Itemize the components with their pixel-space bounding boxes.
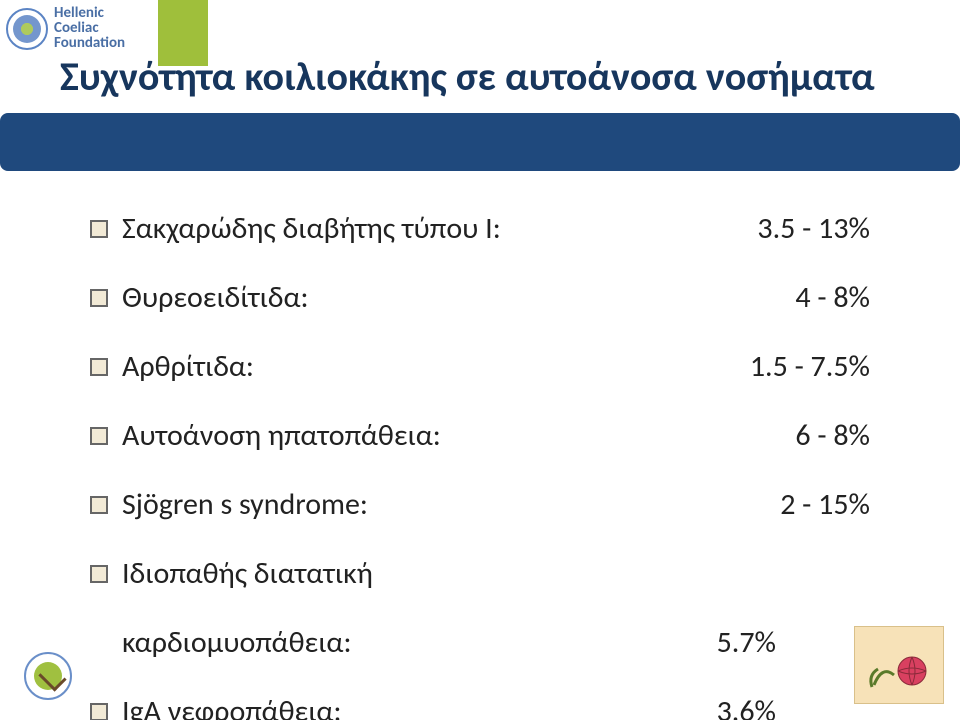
header-logo: Hellenic Coeliac Foundation [6, 6, 125, 51]
list-item-label: Αυτοάνοση ηπατοπάθεια: [122, 417, 700, 454]
list-item-label: Σακχαρώδης διαβήτης τύπου Ι: [122, 210, 700, 247]
list-item: Αυτοάνοση ηπατοπάθεια:6 - 8% [90, 417, 870, 454]
list-item-label: Αρθρίτιδα: [122, 348, 700, 385]
list-item-label: Θυρεοειδίτιδα: [122, 279, 700, 316]
list-item-label: Ιδιοπαθής διατατική [122, 555, 700, 592]
list-item: IgA νεφροπάθεια:3.6% [90, 693, 870, 720]
bullet-square-icon [90, 220, 108, 238]
list-item: Σακχαρώδης διαβήτης τύπου Ι:3.5 - 13% [90, 210, 870, 247]
list-item: καρδιομυοπάθεια:5.7% [90, 624, 870, 661]
logo-emblem [6, 8, 48, 50]
logo-emblem-inner [13, 15, 41, 43]
list-item-label: IgA νεφροπάθεια: [122, 693, 717, 720]
list-item: Θυρεοειδίτιδα:4 - 8% [90, 279, 870, 316]
bullet-square-icon [90, 358, 108, 376]
list-item: Sjögren s syndrome:2 - 15% [90, 486, 870, 523]
bullet-list: Σακχαρώδης διαβήτης τύπου Ι:3.5 - 13%Θυρ… [90, 210, 870, 720]
logo-line-3: Foundation [54, 36, 125, 51]
logo-text: Hellenic Coeliac Foundation [54, 6, 125, 51]
bullet-square-icon [90, 496, 108, 514]
footer-logo-inner [34, 662, 62, 690]
list-item-value: 3.5 - 13% [700, 210, 870, 247]
slide-title: Συχνότητα κοιλιοκάκης σε αυτοάνοσα νοσήμ… [60, 54, 880, 100]
list-item: Αρθρίτιδα:1.5 - 7.5% [90, 348, 870, 385]
title-underline-bar [0, 113, 960, 171]
slide: Hellenic Coeliac Foundation Συχνότητα κο… [0, 0, 960, 720]
list-item-value: 2 - 15% [700, 486, 870, 523]
footer-logo [24, 652, 72, 700]
list-item-value: 5.7% [717, 624, 776, 661]
list-item-value: 3.6% [717, 693, 776, 720]
list-item-label: καρδιομυοπάθεια: [122, 624, 717, 661]
list-item-value: 4 - 8% [700, 279, 870, 316]
list-item: Ιδιοπαθής διατατική [90, 555, 870, 592]
list-item-label: Sjögren s syndrome: [122, 486, 700, 523]
bullet-square-icon [90, 289, 108, 307]
bullet-square-icon [90, 427, 108, 445]
list-item-value: 6 - 8% [700, 417, 870, 454]
bullet-square-icon [90, 703, 108, 720]
bullet-square-icon [90, 565, 108, 583]
corner-illustration [854, 626, 944, 704]
ball-sketch-icon [864, 635, 934, 695]
list-item-value: 1.5 - 7.5% [700, 348, 870, 385]
